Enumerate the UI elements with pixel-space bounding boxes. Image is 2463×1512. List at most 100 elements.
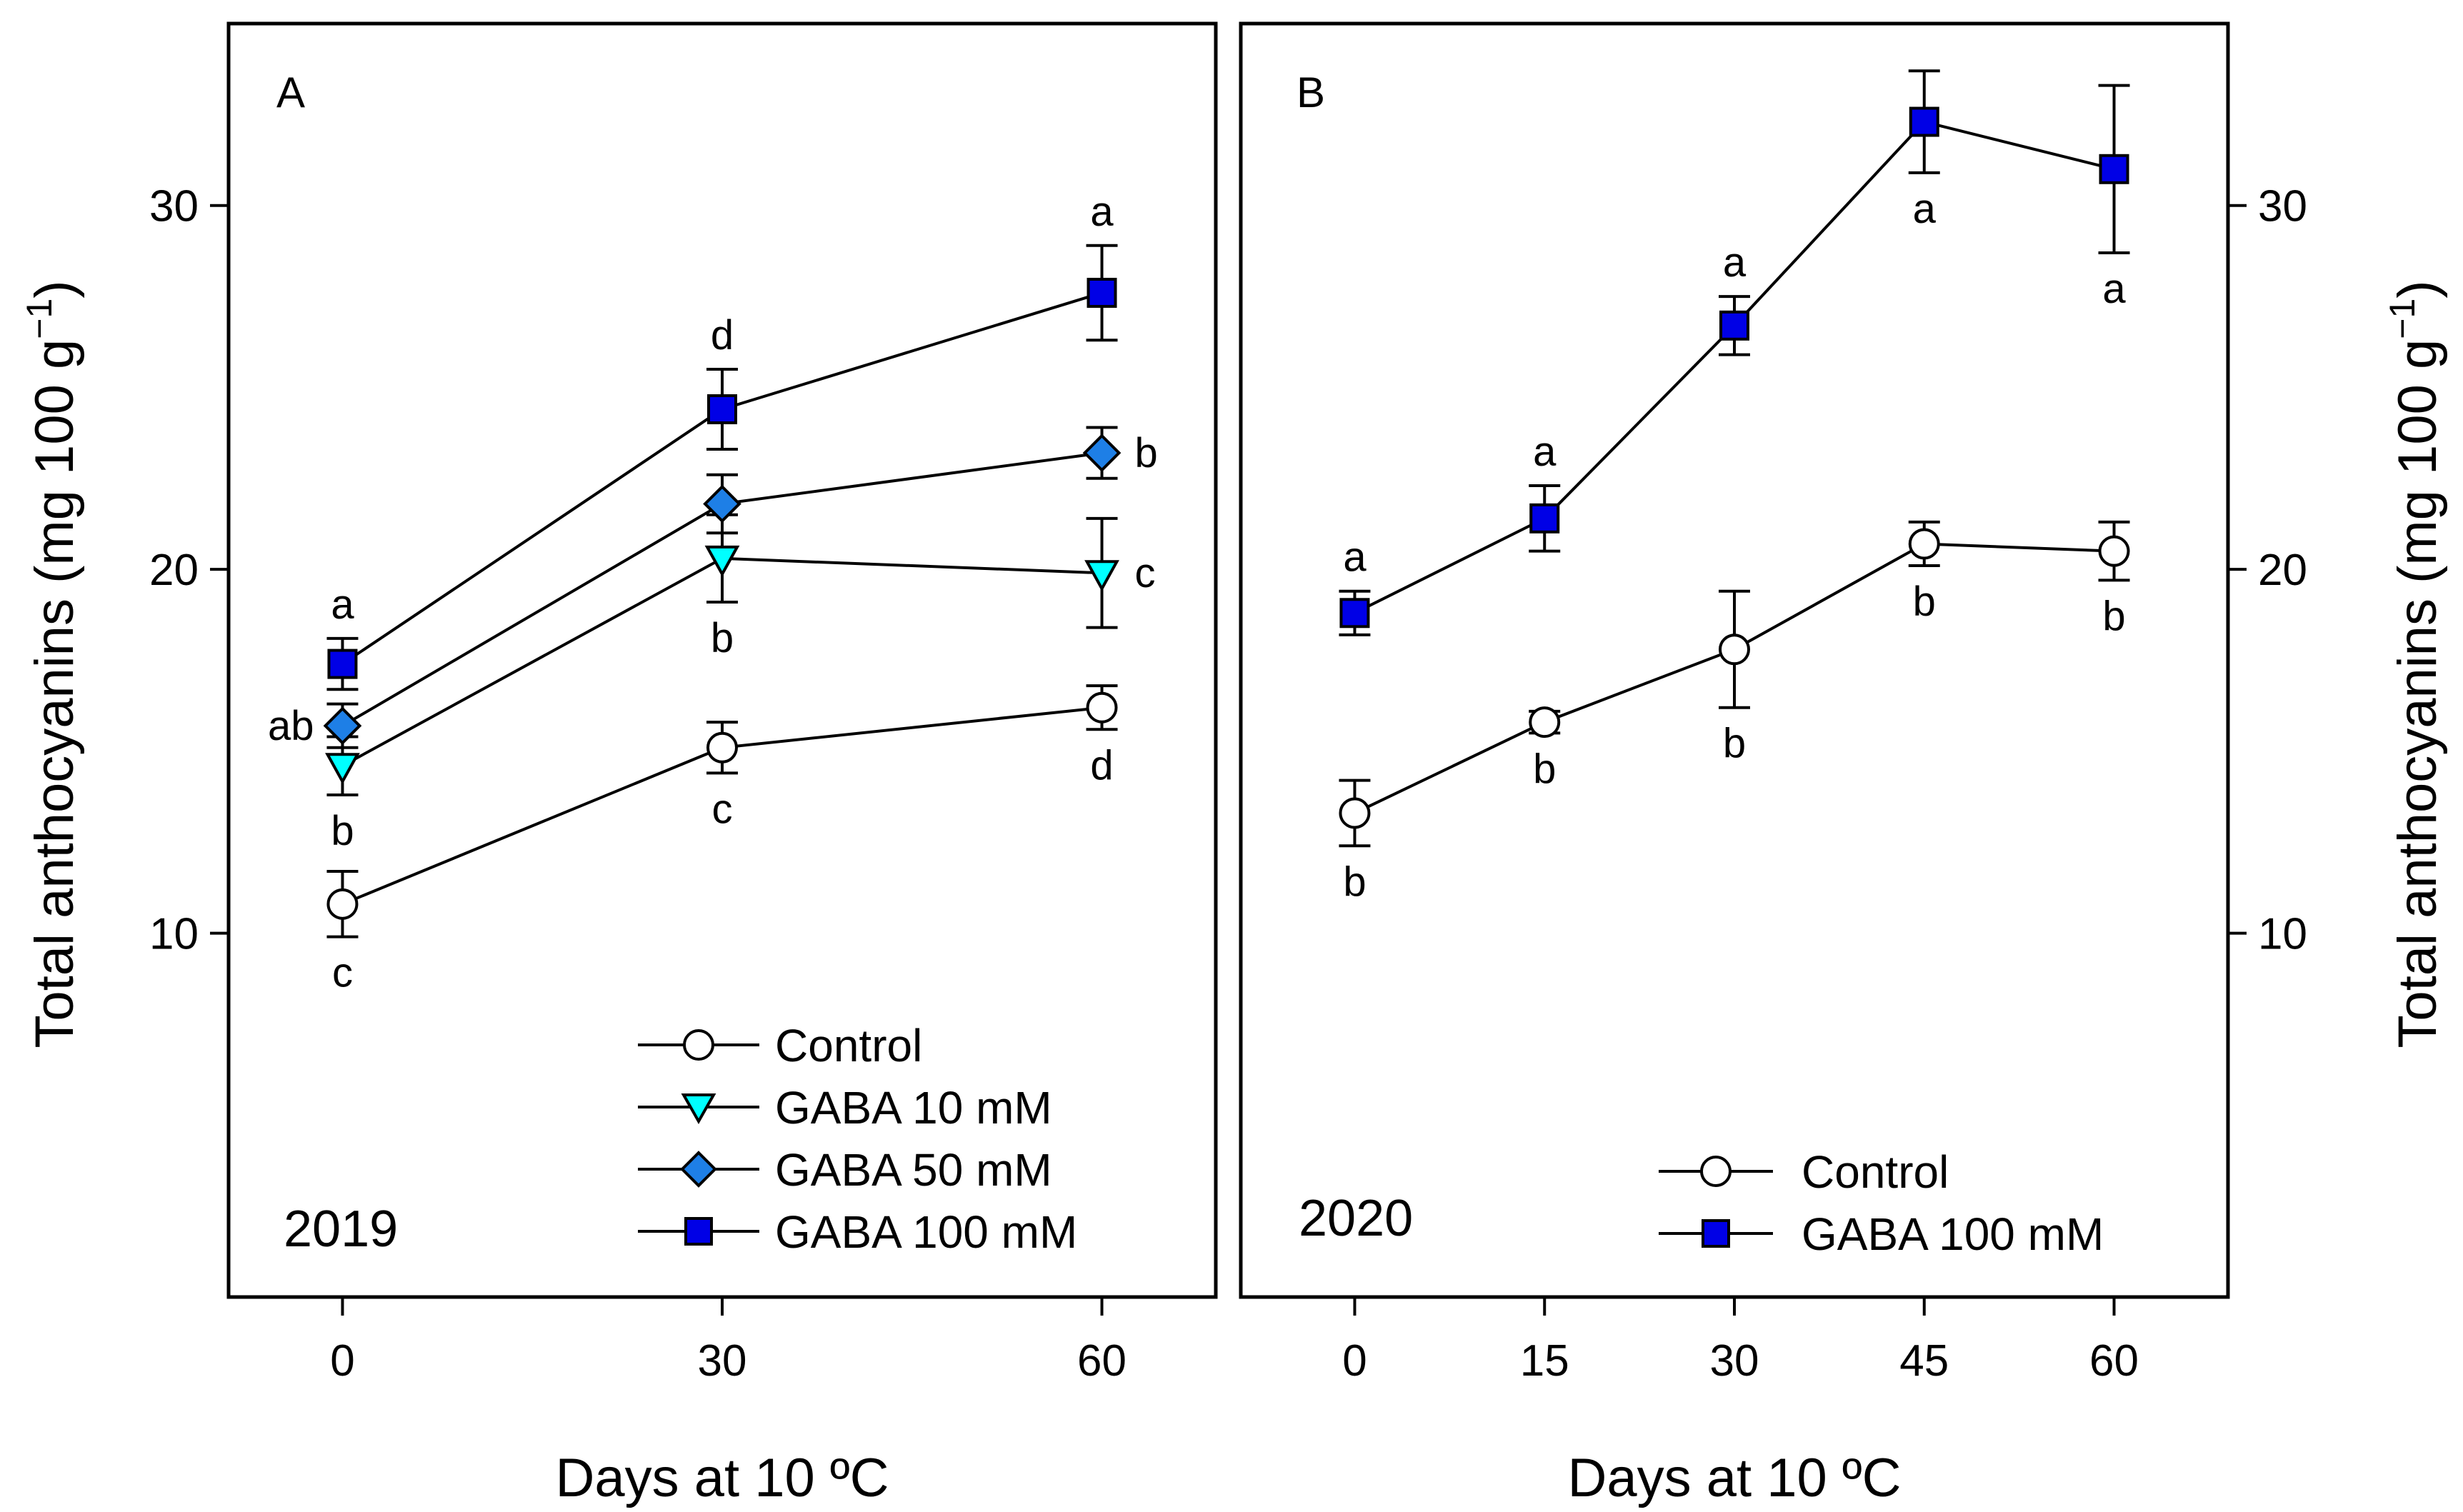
letter-control: c: [332, 950, 353, 996]
x-tick-label: 15: [1520, 1336, 1569, 1386]
svg-text:GABA 50 mM: GABA 50 mM: [775, 1144, 1052, 1196]
point-gaba-100-mm: [1909, 106, 1939, 137]
point-gaba-100-mm: [1086, 277, 1117, 308]
point-gaba-100-mm: [2099, 154, 2129, 184]
point-control: [1529, 706, 1561, 739]
point-gaba-50-mm: [323, 706, 362, 746]
panel-a-plot: c c d b b c ab b a d a: [268, 189, 1158, 996]
y-tick-label: 10: [149, 910, 199, 959]
series-lines: [1354, 120, 2115, 815]
data-markers: [1339, 106, 2130, 829]
y-tick-label: 10: [2258, 910, 2307, 959]
svg-text:Control: Control: [1802, 1146, 1949, 1198]
svg-text:GABA 10 mM: GABA 10 mM: [775, 1082, 1052, 1133]
point-control: [1719, 634, 1750, 666]
letter-control: b: [1723, 721, 1746, 767]
letter-gaba-10-mm: b: [711, 615, 734, 661]
significance-letters: c c d b b c ab b a d a: [268, 189, 1158, 996]
panel-b-plot: b b b b b a a a a a: [1339, 69, 2130, 905]
point-gaba-50-mm: [703, 484, 741, 524]
legend-marker-triangle: [681, 1093, 716, 1125]
x-tick-label: 45: [1899, 1336, 1949, 1386]
panel-b-x-axis: 0 15 30 45 60: [1342, 1297, 2139, 1386]
letter-gaba-100-mm: a: [2102, 266, 2126, 312]
letter-gaba-100-mm: a: [1723, 239, 1747, 286]
series-line-gaba-100-mm: [1354, 120, 2115, 615]
legend-item-gaba-10: GABA 10 mM: [638, 1082, 1052, 1133]
x-tick-label: 0: [1342, 1336, 1367, 1386]
panel-b-x-axis-title: Days at 10 ºC: [1567, 1448, 1901, 1508]
legend-item-control-b: Control: [1659, 1146, 1949, 1198]
panel-a: A 2019 10 20 30 0 30 60 c c d b b c ab b a d a Days at…: [149, 21, 1218, 1508]
svg-text:GABA 100 mM: GABA 100 mM: [775, 1206, 1077, 1258]
point-control: [1086, 691, 1118, 724]
letter-gaba-100-mm: d: [711, 312, 734, 359]
y-tick-label: 20: [149, 546, 199, 595]
point-gaba-10-mm: [1084, 560, 1119, 592]
panel-b-legend: Control GABA 100 mM: [1659, 1146, 2104, 1260]
letter-gaba-100-mm: a: [1533, 429, 1557, 475]
svg-text:Control: Control: [775, 1020, 922, 1071]
data-markers: [323, 277, 1121, 920]
letter-gaba-10-mm: b: [331, 808, 354, 854]
point-gaba-100-mm: [1719, 310, 1749, 341]
legend-item-gaba-100: GABA 100 mM: [638, 1206, 1077, 1258]
panel-a-year: 2019: [284, 1201, 398, 1258]
y-axis-title-right: Total anthocyanins (mg 100 g−1): [2382, 280, 2448, 1048]
point-gaba-100-mm: [327, 649, 358, 679]
panel-b-year: 2020: [1299, 1190, 1413, 1247]
letter-control: c: [712, 786, 733, 832]
letter-control: b: [1343, 858, 1366, 905]
letter-gaba-50-mm: b: [1135, 430, 1158, 476]
x-tick-label: 30: [698, 1336, 747, 1386]
point-gaba-10-mm: [704, 545, 740, 577]
letter-gaba-50-mm: ab: [268, 703, 314, 749]
point-gaba-100-mm: [707, 394, 737, 424]
point-gaba-100-mm: [1529, 503, 1560, 534]
y-axis-title-left: Total anthocyanins (mg 100 g−1): [19, 280, 85, 1048]
legend-marker-square: [1702, 1219, 1730, 1248]
panel-b: B 2020 10 20 30 0 15 30 45 60 b b b b b a a a a a Days …: [1239, 21, 2307, 1508]
letter-gaba-100-mm: a: [331, 581, 354, 628]
letter-gaba-100-mm: a: [1090, 189, 1114, 235]
point-gaba-10-mm: [325, 753, 360, 785]
panel-a-legend: Control GABA 10 mM GABA 50 mM GABA 100 m…: [638, 1020, 1077, 1258]
letter-gaba-100-mm: a: [1343, 534, 1367, 581]
panel-b-y-axis: 10 20 30: [2228, 182, 2307, 959]
x-tick-label: 60: [1077, 1336, 1126, 1386]
legend-marker-square: [684, 1217, 713, 1246]
panel-a-y-axis: 10 20 30: [149, 182, 229, 959]
point-control: [1339, 797, 1371, 829]
legend-marker-circle: [1700, 1156, 1732, 1187]
letter-control: b: [1533, 746, 1556, 792]
y-tick-label: 30: [149, 182, 199, 231]
letter-control: b: [1913, 579, 1936, 625]
letter-gaba-10-mm: c: [1135, 550, 1156, 596]
point-control: [706, 731, 738, 763]
legend-item-gaba-100-b: GABA 100 mM: [1659, 1208, 2104, 1260]
y-tick-label: 20: [2258, 546, 2307, 595]
point-gaba-50-mm: [1082, 434, 1121, 472]
letter-gaba-100-mm: a: [1913, 186, 1937, 232]
panel-a-letter: A: [276, 69, 305, 116]
letter-control: d: [1090, 742, 1113, 788]
legend-marker-diamond: [680, 1151, 717, 1188]
point-control: [1908, 528, 1940, 560]
panel-a-x-axis: 0 30 60: [330, 1297, 1126, 1386]
legend-marker-circle: [683, 1029, 714, 1061]
y-tick-label: 30: [2258, 182, 2307, 231]
x-tick-label: 0: [330, 1336, 354, 1386]
point-control: [326, 888, 359, 920]
point-gaba-100-mm: [1339, 598, 1370, 629]
panel-b-letter: B: [1297, 69, 1325, 116]
point-control: [2098, 535, 2130, 567]
x-tick-label: 30: [1710, 1336, 1759, 1386]
x-tick-label: 60: [2089, 1336, 2139, 1386]
svg-text:GABA 100 mM: GABA 100 mM: [1802, 1208, 2104, 1260]
significance-letters: b b b b b a a a a a: [1343, 186, 2126, 905]
panel-a-x-axis-title: Days at 10 ºC: [555, 1448, 889, 1508]
legend-item-control: Control: [638, 1020, 922, 1071]
legend-item-gaba-50: GABA 50 mM: [638, 1144, 1052, 1196]
letter-control: b: [2102, 593, 2125, 639]
